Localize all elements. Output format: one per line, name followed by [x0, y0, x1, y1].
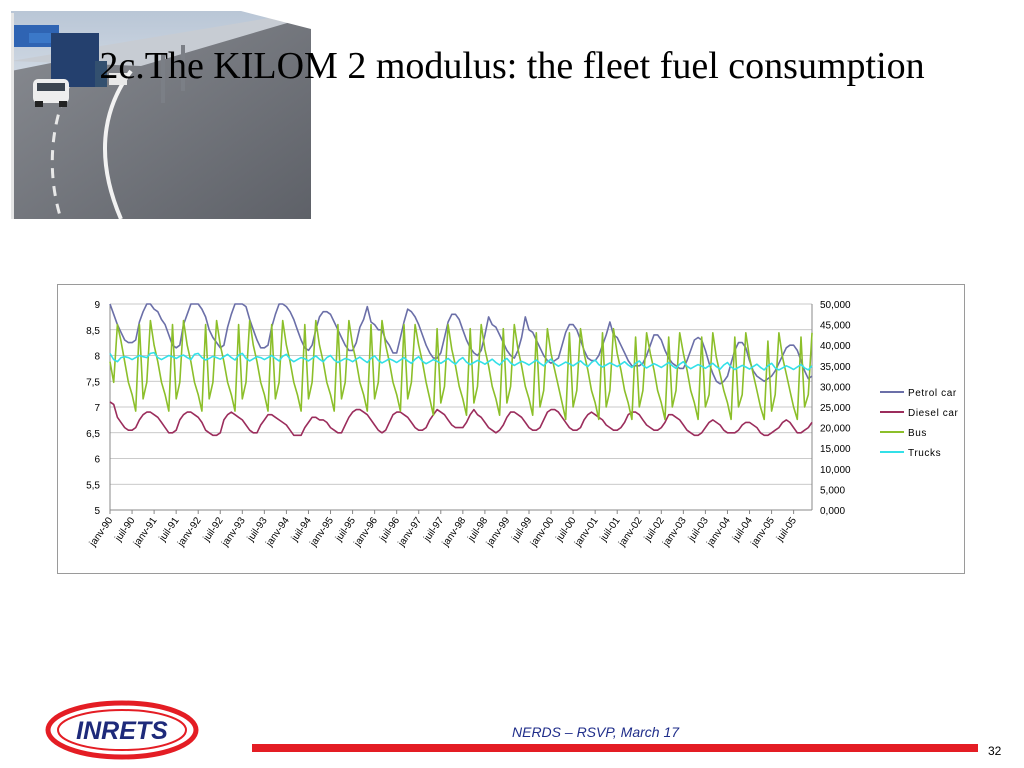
x-tick-label: janv-97: [396, 515, 425, 549]
legend-label: Petrol car: [908, 388, 957, 399]
legend-label: Trucks: [908, 448, 941, 459]
y-tick-left: 7: [94, 403, 100, 414]
x-tick-label: janv-95: [308, 515, 337, 549]
legend-label: Bus: [908, 428, 927, 439]
x-tick-label: janv-00: [528, 515, 557, 549]
x-tick-label: janv-92: [175, 515, 204, 549]
y-tick-right: 0,000: [820, 506, 845, 517]
x-tick-label: janv-05: [749, 515, 778, 549]
chart-series: [109, 303, 813, 437]
y-tick-left: 5,5: [86, 480, 100, 491]
y-tick-right: 40,000: [820, 341, 851, 352]
x-tick-label: janv-96: [352, 515, 381, 549]
chart-frame: 5 5,5 6 6,5 7 7,5 8 8,5 9 0,000 5,000 10,000 15,000 2…: [57, 284, 965, 574]
y-tick-left: 9: [94, 300, 100, 311]
x-tick-label: juil-05: [774, 515, 799, 544]
chart-axes: 5 5,5 6 6,5 7 7,5 8 8,5 9 0,000 5,000 10,000 15,000 2…: [86, 300, 851, 549]
series-line-diesel-car: [109, 401, 813, 437]
x-tick-label: janv-01: [572, 515, 601, 549]
y-tick-left: 6,5: [86, 429, 100, 440]
y-tick-right: 5,000: [820, 485, 845, 496]
y-tick-right: 45,000: [820, 321, 851, 332]
y-tick-left: 7,5: [86, 377, 100, 388]
page-number: 32: [988, 744, 1002, 758]
footer-text: NERDS – RSVP, March 17: [512, 724, 680, 740]
y-tick-right: 35,000: [820, 362, 851, 373]
series-line-petrol-car: [109, 303, 813, 385]
footer-bar: [252, 744, 978, 752]
y-tick-right: 50,000: [820, 300, 851, 311]
inrets-logo: INRETS: [45, 700, 199, 760]
chart-legend: Petrol car Diesel car Bus Trucks: [880, 388, 959, 459]
x-tick-label: janv-03: [660, 515, 689, 549]
x-tick-label: janv-04: [705, 515, 734, 549]
y-tick-left: 8: [94, 352, 100, 363]
y-tick-right: 10,000: [820, 465, 851, 476]
x-tick-label: janv-90: [87, 515, 116, 549]
highway-photo: [11, 11, 311, 219]
y-tick-right: 15,000: [820, 444, 851, 455]
x-tick-label: janv-94: [263, 515, 292, 549]
fuel-consumption-chart: 5 5,5 6 6,5 7 7,5 8 8,5 9 0,000 5,000 10,000 15,000 2…: [86, 300, 959, 549]
y-tick-right: 25,000: [820, 403, 851, 414]
x-tick-label: janv-99: [484, 515, 513, 549]
series-line-bus: [109, 319, 813, 421]
y-tick-left: 6: [94, 455, 100, 466]
x-tick-label: janv-93: [219, 515, 248, 549]
y-tick-left: 8,5: [86, 326, 100, 337]
series-line-trucks: [109, 351, 813, 371]
x-tick-label: janv-98: [440, 515, 469, 549]
y-tick-right: 20,000: [820, 424, 851, 435]
y-tick-right: 30,000: [820, 382, 851, 393]
y-tick-left: 5: [94, 506, 100, 517]
legend-label: Diesel car: [908, 408, 959, 419]
x-tick-label: janv-91: [131, 515, 160, 549]
slide-title: 2c.The KILOM 2 modulus: the fleet fuel c…: [99, 45, 925, 87]
logo-text: INRETS: [76, 717, 168, 745]
x-tick-label: janv-02: [616, 515, 645, 549]
